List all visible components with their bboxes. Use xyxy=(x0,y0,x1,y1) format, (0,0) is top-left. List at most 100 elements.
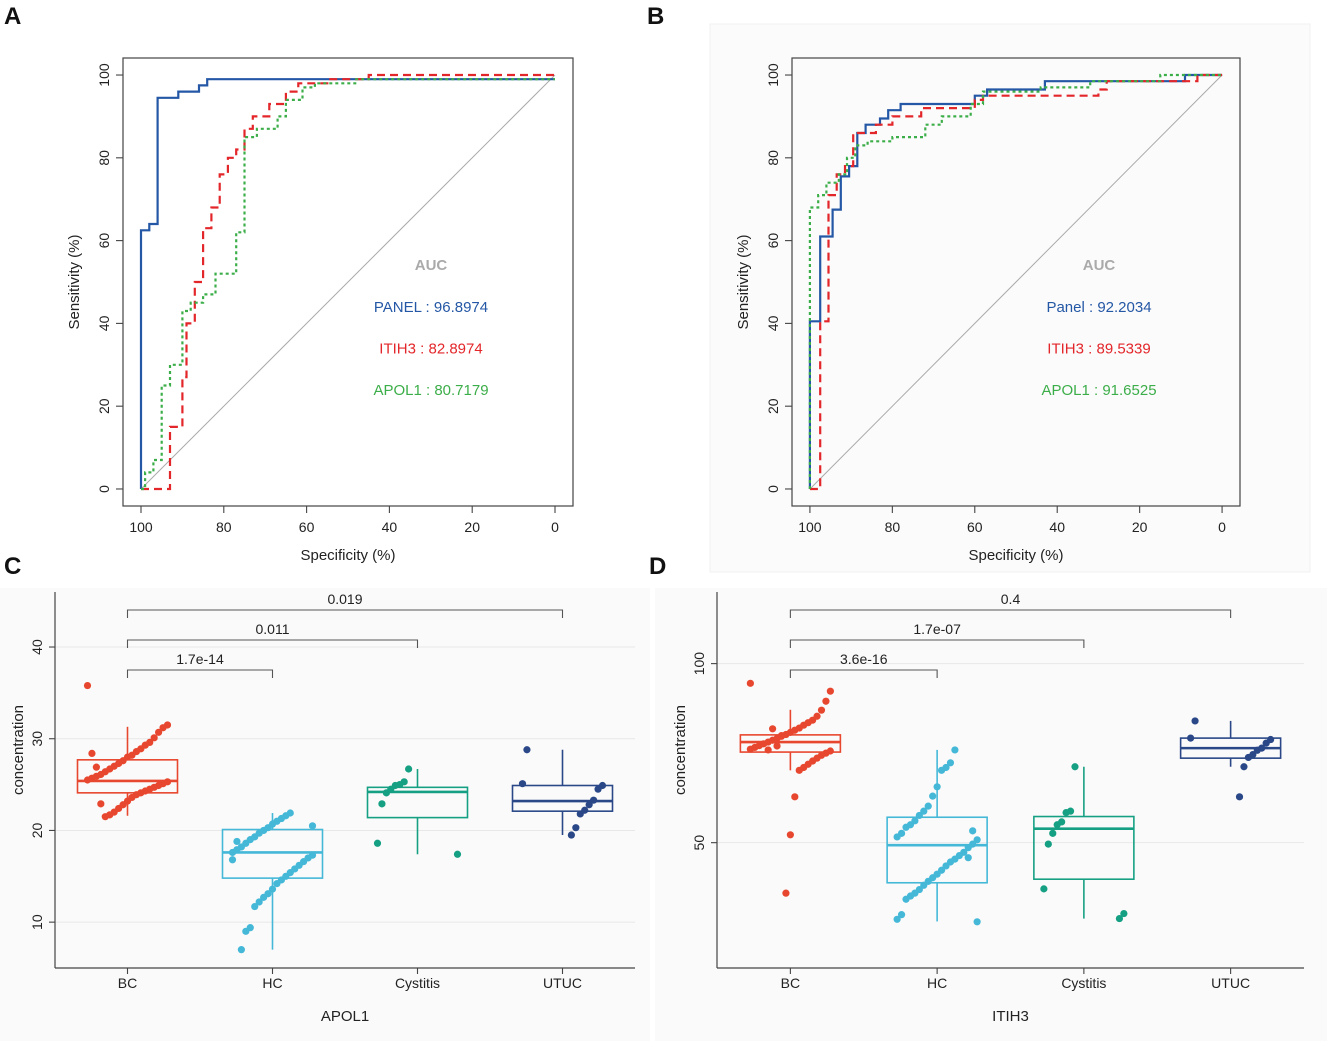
roc-chart-a: 100 80 60 40 20 0 0 20 40 60 80 100 Specificity (%) S… xyxy=(66,57,574,564)
data-point-bc xyxy=(773,742,781,750)
x-tick-label: 40 xyxy=(382,519,398,535)
data-point-utuc xyxy=(572,824,580,832)
data-point-utuc xyxy=(1235,793,1244,801)
y-tick-label: 30 xyxy=(29,731,45,747)
data-point-hc xyxy=(951,746,959,754)
data-point-bc xyxy=(817,706,826,714)
comparison-pvalue: 1.7e-07 xyxy=(913,621,961,637)
auc-label-apol1: APOL1 : 80.7179 xyxy=(373,382,488,399)
y-tick-label: 0 xyxy=(96,485,112,493)
panel-letter-b: B xyxy=(647,3,664,30)
data-point-bc xyxy=(155,728,163,736)
data-point-bc xyxy=(764,746,772,754)
data-point-hc xyxy=(273,880,281,888)
data-point-hc xyxy=(946,759,955,767)
panel-d-background xyxy=(655,588,1327,1041)
data-point-cystitis xyxy=(382,789,390,797)
roc-diagonal xyxy=(140,74,556,490)
auc-label-itih3: ITIH3 : 89.5339 xyxy=(1047,341,1150,358)
box-cystitis xyxy=(1033,815,1135,880)
data-point-utuc xyxy=(1253,746,1261,754)
x-tick-label: BC xyxy=(781,975,800,991)
x-tick-label: UTUC xyxy=(1211,975,1250,991)
data-point-cystitis xyxy=(1071,763,1079,771)
data-point-bc xyxy=(791,793,799,801)
data-point-cystitis xyxy=(1040,885,1048,893)
y-axis-label: Sensitivity (%) xyxy=(735,234,752,329)
y-tick-label: 20 xyxy=(96,398,112,414)
roc-background xyxy=(709,23,1311,573)
data-point-bc xyxy=(822,697,830,705)
y-tick-label: 100 xyxy=(96,63,112,87)
box-cystitis xyxy=(366,786,469,819)
y-tick-label: 10 xyxy=(29,914,45,930)
data-point-utuc xyxy=(1191,717,1199,725)
panel-letter-c: C xyxy=(4,553,21,580)
x-tick-label: 0 xyxy=(1218,519,1226,535)
comparison-pvalue: 1.7e-14 xyxy=(176,651,224,667)
data-point-hc xyxy=(268,885,277,893)
data-point-utuc xyxy=(1244,753,1253,762)
data-point-hc xyxy=(228,848,237,857)
y-tick-label: 80 xyxy=(765,150,781,166)
box-hc xyxy=(221,828,324,879)
data-point-hc xyxy=(242,927,250,935)
x-tick-label: 100 xyxy=(129,519,153,535)
data-point-utuc xyxy=(1262,739,1270,747)
data-point-hc xyxy=(902,823,910,831)
comparison-bracket xyxy=(126,669,274,678)
data-point-hc xyxy=(973,836,981,844)
data-point-utuc xyxy=(567,831,575,839)
data-point-bc xyxy=(777,731,786,740)
data-point-cystitis xyxy=(1062,808,1070,817)
x-axis-label: ITIH3 xyxy=(992,1008,1029,1025)
x-axis-label: APOL1 xyxy=(321,1008,369,1025)
comparison-pvalue: 0.019 xyxy=(327,591,362,607)
data-point-bc xyxy=(826,687,834,695)
roc-curve-panel xyxy=(139,78,555,489)
y-tick-label: 50 xyxy=(691,835,707,851)
box-utuc xyxy=(511,784,614,812)
data-point-hc xyxy=(228,856,237,864)
x-tick-label: 80 xyxy=(885,519,901,535)
data-point-cystitis xyxy=(1049,829,1057,837)
x-tick-label: Cystitis xyxy=(395,975,440,991)
data-point-bc xyxy=(83,776,92,784)
y-tick-label: 40 xyxy=(765,315,781,331)
auc-label-apol1: APOL1 : 91.6525 xyxy=(1041,382,1156,399)
y-tick-label: 40 xyxy=(96,315,112,331)
roc-frame xyxy=(122,57,574,507)
data-point-utuc xyxy=(523,746,531,754)
data-point-bc xyxy=(159,724,167,732)
y-tick-label: 40 xyxy=(29,639,45,655)
data-point-hc xyxy=(973,918,981,926)
data-point-hc xyxy=(915,811,923,820)
y-tick-label: 80 xyxy=(96,150,112,166)
auc-title: AUC xyxy=(1083,257,1116,274)
y-tick-label: 60 xyxy=(765,233,781,249)
data-point-utuc xyxy=(590,796,598,804)
data-point-hc xyxy=(937,766,946,774)
auc-title: AUC xyxy=(415,257,448,274)
data-point-bc xyxy=(782,889,790,897)
data-point-bc xyxy=(786,831,794,839)
data-point-cystitis xyxy=(1115,914,1124,923)
data-point-bc xyxy=(92,763,100,771)
data-point-cystitis xyxy=(453,850,462,858)
comparison-pvalue: 3.6e-16 xyxy=(840,651,888,667)
x-tick-label: HC xyxy=(262,975,282,991)
comparison-bracket xyxy=(789,639,1085,648)
x-tick-label: 80 xyxy=(216,519,232,535)
comparison-bracket xyxy=(126,609,564,618)
y-tick-label: 20 xyxy=(29,822,45,838)
x-tick-label: 40 xyxy=(1049,519,1065,535)
box-chart-d: 50 100 BC HC Cystitis UTUC ITIH3 concentration 3… xyxy=(672,591,1304,1025)
roc-diagonal xyxy=(809,74,1223,490)
data-point-cystitis xyxy=(1120,909,1128,918)
data-point-bc xyxy=(768,725,777,733)
data-point-cystitis xyxy=(378,800,386,808)
roc-frame xyxy=(791,57,1241,507)
data-point-hc xyxy=(964,844,972,852)
data-point-hc xyxy=(929,792,937,800)
data-point-bc xyxy=(746,745,754,753)
